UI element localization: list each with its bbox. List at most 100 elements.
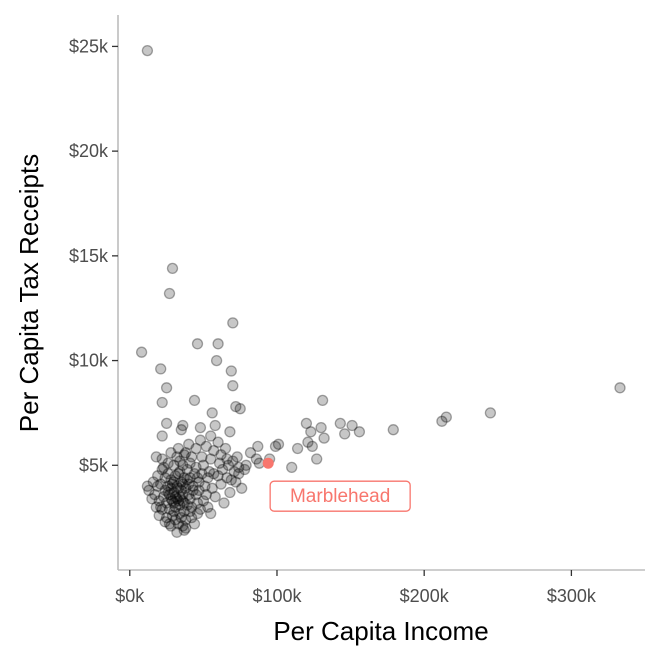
data-point (221, 453, 233, 465)
data-point (168, 459, 180, 471)
data-point (156, 430, 168, 442)
data-point (205, 453, 217, 465)
data-point (225, 474, 237, 486)
data-point (180, 447, 192, 459)
data-point (238, 463, 251, 476)
data-point (175, 476, 187, 488)
y-tick-label: $10k (69, 351, 109, 371)
y-tick-label: $15k (69, 246, 109, 266)
data-point (185, 511, 198, 524)
data-point (174, 491, 186, 503)
data-point (197, 459, 210, 471)
data-point (436, 415, 448, 427)
data-point (178, 449, 190, 461)
data-point (191, 472, 204, 484)
data-point (169, 501, 182, 513)
data-point (180, 482, 192, 494)
data-point (209, 419, 221, 432)
data-point (177, 495, 189, 507)
data-point (185, 501, 198, 513)
data-point (484, 407, 497, 419)
data-point (193, 484, 205, 497)
x-tick-label: $200k (400, 586, 450, 606)
data-point (143, 484, 155, 497)
data-point (162, 480, 174, 492)
data-point (208, 444, 220, 457)
data-point (194, 421, 207, 434)
data-point (316, 394, 329, 407)
data-point (224, 486, 236, 499)
data-point (157, 491, 170, 503)
data-point (200, 440, 212, 453)
data-point (221, 472, 233, 484)
data-point (231, 451, 243, 463)
data-point (175, 484, 187, 497)
data-point (155, 363, 167, 375)
data-point (156, 396, 168, 409)
data-point (178, 524, 190, 536)
data-point (311, 453, 323, 465)
data-point (188, 468, 201, 480)
data-point (174, 499, 186, 511)
data-point (172, 442, 185, 455)
data-point (168, 497, 180, 509)
data-point (184, 472, 196, 484)
data-point (171, 480, 183, 492)
data-point (171, 493, 183, 505)
data-point (169, 514, 182, 526)
data-point (162, 468, 174, 480)
data-point (244, 447, 257, 459)
data-point (163, 503, 176, 515)
data-point (346, 419, 358, 432)
data-point (215, 449, 227, 461)
data-point (300, 417, 313, 430)
data-point (190, 461, 202, 474)
points-layer (135, 44, 626, 538)
data-point (272, 438, 285, 450)
data-point (171, 451, 183, 463)
data-point (156, 503, 168, 515)
data-point (178, 497, 190, 509)
data-point (205, 507, 217, 520)
data-point (224, 426, 236, 438)
data-point (150, 501, 162, 513)
y-tick-label: $25k (69, 36, 109, 56)
data-point (215, 478, 227, 490)
data-point (174, 465, 186, 478)
data-point (177, 478, 189, 490)
data-point (165, 474, 177, 486)
data-point (188, 394, 201, 407)
data-point (185, 451, 198, 463)
data-point (171, 526, 183, 538)
data-point (213, 457, 226, 469)
data-point (135, 346, 148, 358)
data-point (225, 365, 237, 377)
data-point (160, 417, 173, 430)
data-point (180, 522, 192, 534)
data-point (212, 436, 224, 448)
data-point (163, 287, 176, 300)
y-axis-ticks: $5k $10k $15k $20k $25k (69, 36, 118, 475)
data-point (269, 440, 282, 453)
data-point (315, 421, 327, 434)
data-point (209, 491, 221, 503)
data-point (219, 442, 232, 455)
data-point (147, 476, 159, 488)
data-point (175, 511, 187, 524)
data-point (155, 478, 167, 490)
data-point (339, 428, 351, 440)
data-point (206, 482, 218, 494)
data-point (183, 438, 195, 450)
data-point (291, 442, 304, 455)
data-point (212, 470, 224, 482)
data-point (141, 480, 154, 492)
data-point (180, 514, 192, 526)
data-point (159, 516, 171, 528)
data-point (227, 380, 239, 392)
y-axis-title: Per Capita Tax Receipts (14, 154, 44, 432)
data-point (160, 497, 173, 509)
data-point (174, 455, 186, 467)
data-point (166, 495, 179, 507)
data-point (218, 497, 230, 509)
data-point (160, 511, 173, 524)
